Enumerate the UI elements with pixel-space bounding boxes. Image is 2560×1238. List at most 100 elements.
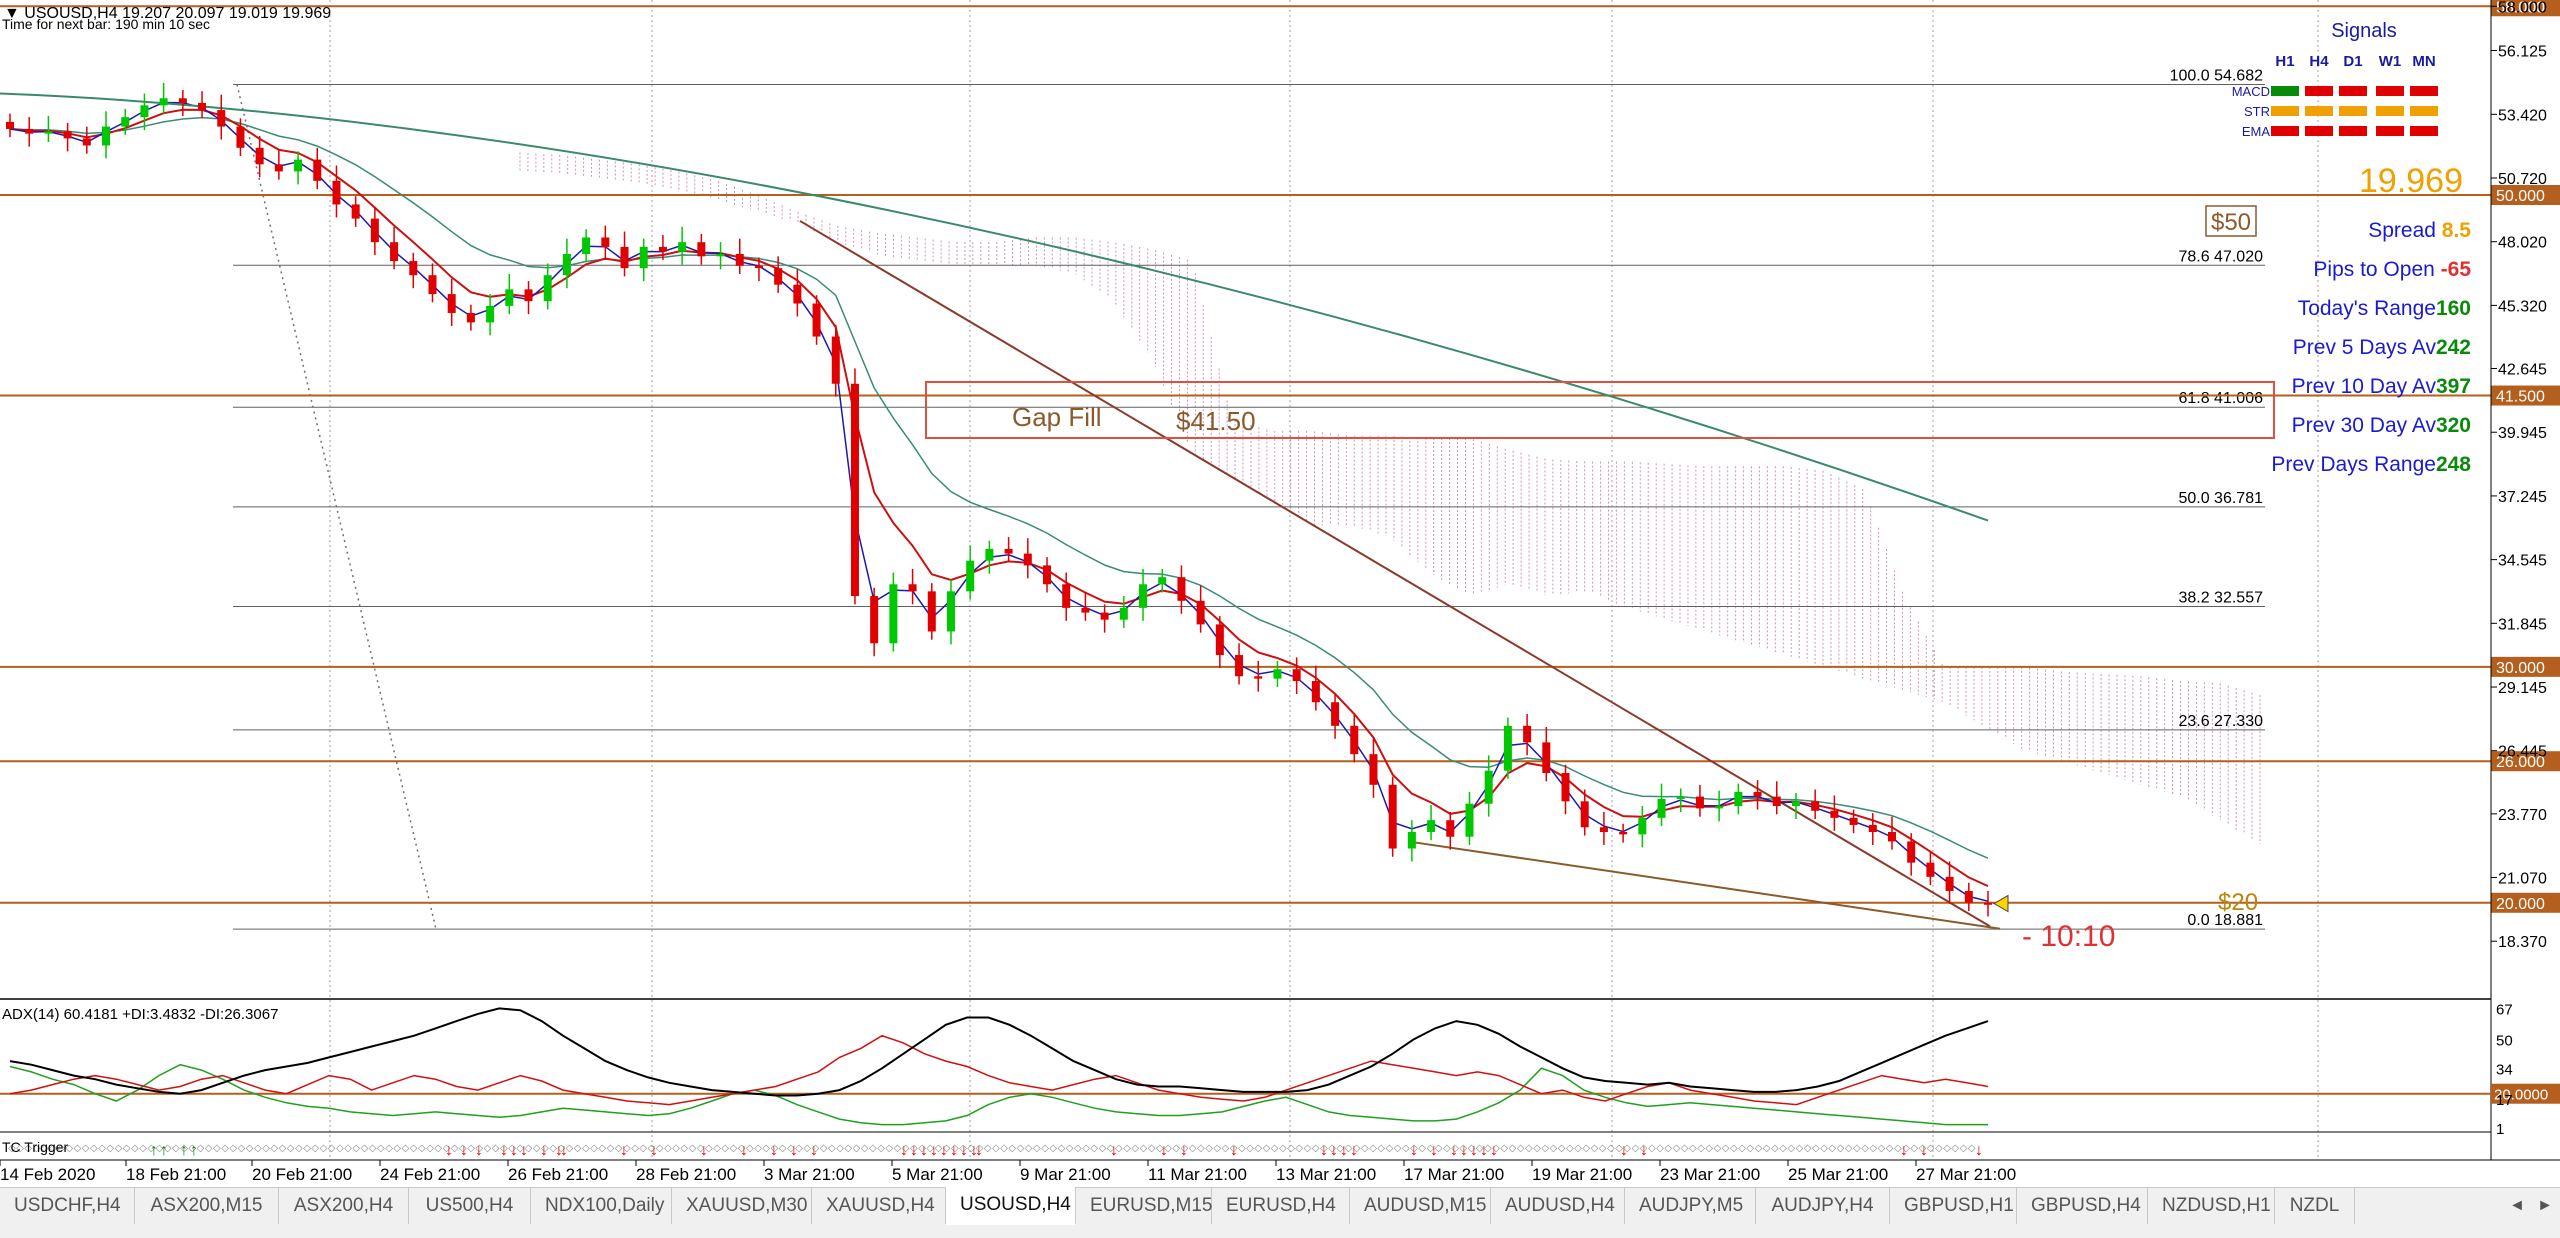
ma-medium bbox=[9, 116, 1989, 859]
candle-body bbox=[1907, 841, 1916, 863]
trigger-dot: ◇ bbox=[426, 1143, 434, 1154]
symbol-tab[interactable]: NZDL bbox=[2275, 1188, 2355, 1224]
candle-body bbox=[236, 126, 245, 148]
price-tick-label: 50.720 bbox=[2498, 171, 2547, 188]
trigger-dot: ◇ bbox=[246, 1143, 254, 1154]
tab-scroll-right-icon[interactable]: ► bbox=[2537, 1197, 2553, 1214]
trigger-dot: ◇ bbox=[910, 1143, 918, 1154]
trigger-dot: ◇ bbox=[967, 1143, 975, 1154]
trigger-sell-arrow: ↓ bbox=[700, 1142, 708, 1159]
price-tick-label: 21.070 bbox=[2498, 871, 2547, 888]
candle-body bbox=[409, 261, 418, 276]
fib-label: 0.0 18.881 bbox=[2187, 912, 2263, 929]
trigger-dot: ◇ bbox=[582, 1143, 590, 1154]
time-tick-label: 14 Feb 2020 bbox=[0, 1165, 95, 1184]
gap-price-label: $41.50 bbox=[1176, 406, 1256, 436]
signal-cell bbox=[2339, 126, 2367, 136]
symbol-tab[interactable]: AUDJPY,M5 bbox=[1625, 1188, 1756, 1224]
trigger-dot: ◇ bbox=[721, 1143, 729, 1154]
trigger-dot: ◇ bbox=[320, 1143, 328, 1154]
level-tag bbox=[2491, 385, 2560, 406]
gap-fill-label: Gap Fill bbox=[1012, 402, 1102, 432]
trigger-dot: ◇ bbox=[1148, 1143, 1156, 1154]
trigger-sell-arrow: ↓ bbox=[940, 1142, 948, 1159]
trigger-dot: ◇ bbox=[951, 1143, 959, 1154]
candle-body bbox=[1676, 796, 1685, 799]
trigger-label: TC Trigger bbox=[2, 1139, 68, 1155]
candle-body bbox=[1503, 725, 1512, 771]
candle-body bbox=[697, 242, 706, 257]
candle-body bbox=[774, 268, 783, 285]
candle-body bbox=[274, 164, 283, 172]
symbol-tab[interactable]: NZDUSD,H1 bbox=[2148, 1188, 2275, 1224]
trigger-buy-arrow: ↑ bbox=[180, 1142, 188, 1159]
trigger-sell-arrow: ↓ bbox=[1430, 1142, 1438, 1159]
symbol-tab[interactable]: ASX200,H4 bbox=[279, 1188, 409, 1224]
symbol-tab[interactable]: AUDUSD,M15 bbox=[1350, 1188, 1491, 1224]
trigger-dot: ◇ bbox=[475, 1143, 483, 1154]
symbol-tab[interactable]: USDCHF,H4 bbox=[0, 1188, 135, 1224]
trigger-dot: ◇ bbox=[1459, 1143, 1467, 1154]
candle-body bbox=[428, 275, 437, 295]
symbol-tab[interactable]: AUDJPY,H4 bbox=[1756, 1188, 1890, 1224]
symbol-tab[interactable]: EURUSD,H4 bbox=[1212, 1188, 1350, 1224]
symbol-tab[interactable]: GBPUSD,H4 bbox=[2017, 1188, 2148, 1224]
candle-body bbox=[946, 591, 955, 632]
candle-body bbox=[754, 265, 763, 269]
signal-cell bbox=[2410, 106, 2438, 116]
trigger-dot: ◇ bbox=[139, 1143, 147, 1154]
symbol-tab[interactable]: XAUUSD,M30 bbox=[672, 1188, 812, 1224]
trigger-dot: ◇ bbox=[992, 1143, 1000, 1154]
trigger-dot: ◇ bbox=[1632, 1143, 1640, 1154]
trigger-dot: ◇ bbox=[1328, 1143, 1336, 1154]
symbol-tab[interactable]: US500,H4 bbox=[409, 1188, 531, 1224]
trigger-dot: ◇ bbox=[1058, 1143, 1066, 1154]
stat-row: Prev 30 Day Av320 bbox=[2292, 414, 2471, 437]
symbol-tab[interactable]: NDX100,Daily bbox=[531, 1188, 672, 1224]
trigger-sell-arrow: ↓ bbox=[475, 1142, 483, 1159]
price-chart[interactable]: 100.0 54.682 78.6 47.020 61.8 41.006 50.0 3… bbox=[0, 0, 2560, 1190]
price-tick-label: 56.125 bbox=[2498, 43, 2547, 60]
trigger-dot: ◇ bbox=[467, 1143, 475, 1154]
candle-body bbox=[620, 246, 629, 269]
trigger-dot: ◇ bbox=[361, 1143, 369, 1154]
trigger-dot: ◇ bbox=[1812, 1143, 1820, 1154]
symbol-tab[interactable]: USOUSD,H4 bbox=[946, 1187, 1076, 1225]
symbol-tab[interactable]: AUDUSD,H4 bbox=[1491, 1188, 1625, 1224]
price-tick-label: 26.445 bbox=[2498, 744, 2547, 761]
tab-scroll-left-icon[interactable]: ◄ bbox=[2509, 1197, 2525, 1214]
stat-value: 242 bbox=[2436, 336, 2471, 359]
trigger-dot: ◇ bbox=[1869, 1143, 1877, 1154]
price-tick-label: 48.020 bbox=[2498, 235, 2547, 252]
trigger-dot: ◇ bbox=[1468, 1143, 1476, 1154]
trigger-sell-arrow: ↓ bbox=[810, 1142, 818, 1159]
ichimoku-cloud bbox=[519, 152, 2261, 844]
adx-panel: 20.0000 67 50 34 17 1 bbox=[0, 1001, 2560, 1138]
candle-body bbox=[82, 138, 91, 146]
trigger-dot: ◇ bbox=[1607, 1143, 1615, 1154]
fib-label: 38.2 32.557 bbox=[2178, 590, 2263, 607]
trigger-dot: ◇ bbox=[623, 1143, 631, 1154]
candle-body bbox=[601, 237, 610, 247]
trigger-sell-arrow: ↓ bbox=[950, 1142, 958, 1159]
fib-label: 23.6 27.330 bbox=[2178, 713, 2263, 730]
trigger-sell-arrow: ↓ bbox=[1450, 1142, 1458, 1159]
time-tick-label: 13 Mar 21:00 bbox=[1276, 1165, 1376, 1184]
candle-body bbox=[831, 336, 840, 384]
signal-cell bbox=[2376, 86, 2404, 96]
adx-tick-label: 50 bbox=[2496, 1032, 2513, 1049]
symbol-tab[interactable]: EURUSD,M15 bbox=[1076, 1188, 1212, 1224]
candle-body bbox=[1753, 791, 1762, 797]
trigger-dot: ◇ bbox=[1738, 1143, 1746, 1154]
symbol-tab[interactable]: XAUUSD,H4 bbox=[812, 1188, 946, 1224]
trigger-dot: ◇ bbox=[1878, 1143, 1886, 1154]
trigger-dot: ◇ bbox=[1353, 1143, 1361, 1154]
trigger-dot: ◇ bbox=[959, 1143, 967, 1154]
adx-tick-label: 1 bbox=[2496, 1121, 2504, 1138]
trigger-dot: ◇ bbox=[1484, 1143, 1492, 1154]
bar-countdown: - 10:10 bbox=[2022, 920, 2115, 953]
candle-body bbox=[1331, 702, 1340, 726]
symbol-tab[interactable]: GBPUSD,H1 bbox=[1890, 1188, 2017, 1224]
trigger-sell-arrow: ↓ bbox=[540, 1142, 548, 1159]
symbol-tab[interactable]: ASX200,M15 bbox=[135, 1188, 279, 1224]
